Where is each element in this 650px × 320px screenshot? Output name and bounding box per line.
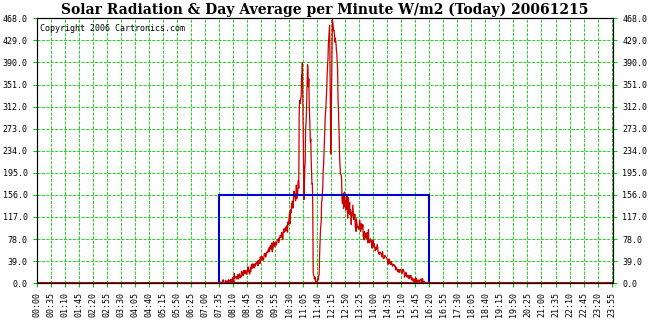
Title: Solar Radiation & Day Average per Minute W/m2 (Today) 20061215: Solar Radiation & Day Average per Minute… [61,3,589,17]
Text: Copyright 2006 Cartronics.com: Copyright 2006 Cartronics.com [40,24,185,33]
Bar [219,195,430,283]
